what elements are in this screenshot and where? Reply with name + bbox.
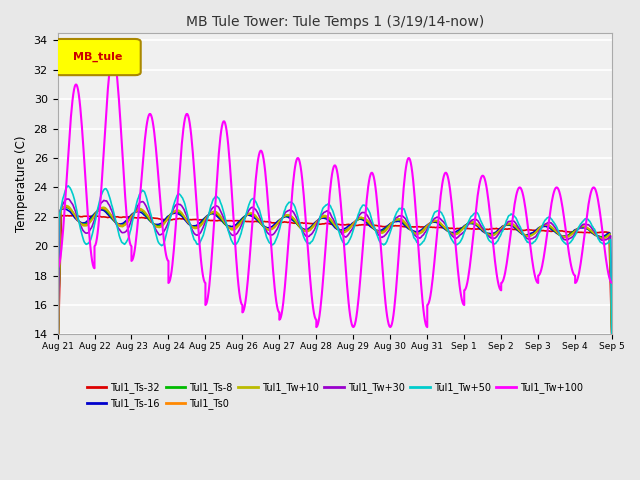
FancyBboxPatch shape (55, 39, 141, 75)
Title: MB Tule Tower: Tule Temps 1 (3/19/14-now): MB Tule Tower: Tule Temps 1 (3/19/14-now… (186, 15, 484, 29)
Legend: Tul1_Ts-32, Tul1_Ts-16, Tul1_Ts-8, Tul1_Ts0, Tul1_Tw+10, Tul1_Tw+30, Tul1_Tw+50,: Tul1_Ts-32, Tul1_Ts-16, Tul1_Ts-8, Tul1_… (83, 379, 587, 413)
Text: MB_tule: MB_tule (73, 51, 122, 61)
Y-axis label: Temperature (C): Temperature (C) (15, 135, 28, 232)
